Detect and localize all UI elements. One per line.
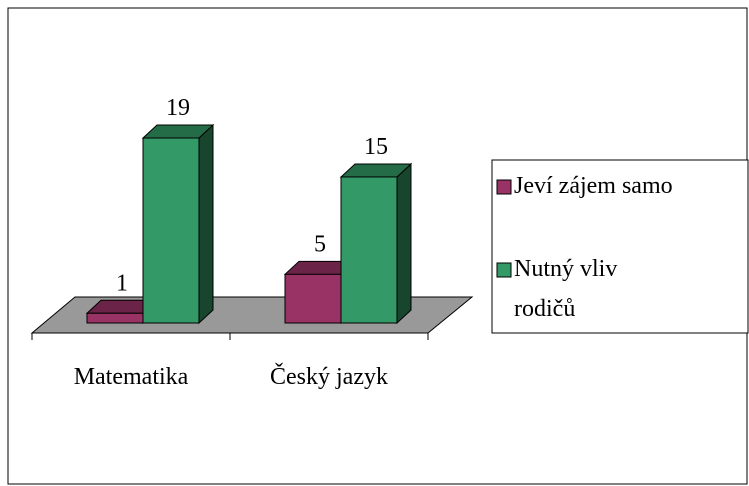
bar [339, 162, 413, 325]
legend-swatch [496, 262, 512, 278]
bar-front [86, 312, 144, 324]
legend-item: Jeví zájem samo [514, 173, 673, 199]
bar-front [284, 273, 342, 324]
bar [141, 123, 215, 325]
bar-front [142, 137, 200, 324]
x-tick-label: Český jazyk [270, 363, 388, 390]
data-label: 19 [166, 95, 190, 121]
data-label: 5 [314, 231, 326, 257]
data-label: 1 [116, 270, 128, 296]
x-tick-label: Matematika [74, 364, 189, 390]
bar-front [340, 176, 398, 324]
legend-item: Nutný vliv rodičů [514, 256, 618, 322]
bar-side [198, 123, 214, 325]
legend-label: Nutný vliv rodičů [514, 256, 618, 322]
bar-side [396, 162, 412, 325]
data-label: 15 [364, 134, 388, 160]
legend [491, 159, 749, 334]
legend-label: Jeví zájem samo [514, 173, 673, 199]
legend-swatch [496, 179, 512, 195]
